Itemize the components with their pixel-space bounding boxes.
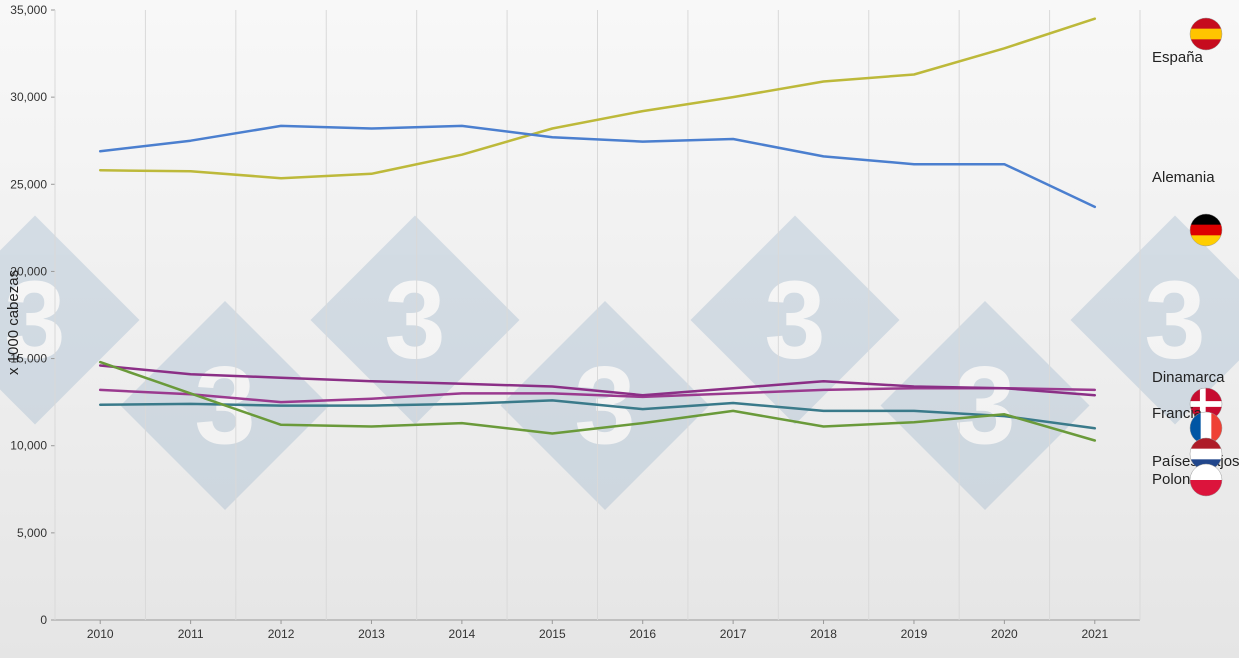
y-tick-label: 35,000 (10, 3, 47, 17)
x-tick-label: 2018 (810, 627, 837, 641)
legend-entry-paisesbajos: Países Bajos (1152, 438, 1239, 471)
x-tick-label: 2017 (720, 627, 747, 641)
watermark: 3333333 (0, 216, 1239, 511)
legend-label-espana: España (1152, 49, 1204, 66)
x-tick-label: 2019 (901, 627, 928, 641)
legend-entry-espana: España (1152, 18, 1222, 66)
x-tick-label: 2020 (991, 627, 1018, 641)
x-tick-label: 2014 (449, 627, 476, 641)
x-tick-label: 2010 (87, 627, 114, 641)
watermark-digit: 3 (1144, 259, 1205, 382)
flag-icon-polonia (1190, 464, 1222, 497)
x-tick-label: 2015 (539, 627, 566, 641)
y-axis-title: x 1000 cabezas (5, 270, 22, 375)
y-tick-label: 5,000 (17, 526, 47, 540)
x-tick-label: 2011 (178, 627, 204, 641)
y-tick-label: 0 (40, 613, 47, 627)
watermark-digit: 3 (954, 345, 1015, 468)
line-chart: 333333305,00010,00015,00020,00025,00030,… (0, 0, 1239, 658)
watermark-digit: 3 (764, 259, 825, 382)
watermark-digit: 3 (384, 259, 445, 382)
flag-icon-espana (1190, 18, 1222, 51)
flag-icon-alemania (1190, 214, 1222, 247)
legend-label-alemania: Alemania (1152, 169, 1215, 186)
x-tick-label: 2012 (268, 627, 295, 641)
x-tick-label: 2021 (1081, 627, 1108, 641)
x-tick-label: 2013 (358, 627, 385, 641)
x-tick-label: 2016 (629, 627, 656, 641)
y-tick-label: 30,000 (10, 90, 47, 104)
legend-label-dinamarca: Dinamarca (1152, 369, 1225, 386)
y-tick-label: 25,000 (10, 177, 47, 191)
y-tick-label: 10,000 (10, 439, 47, 453)
